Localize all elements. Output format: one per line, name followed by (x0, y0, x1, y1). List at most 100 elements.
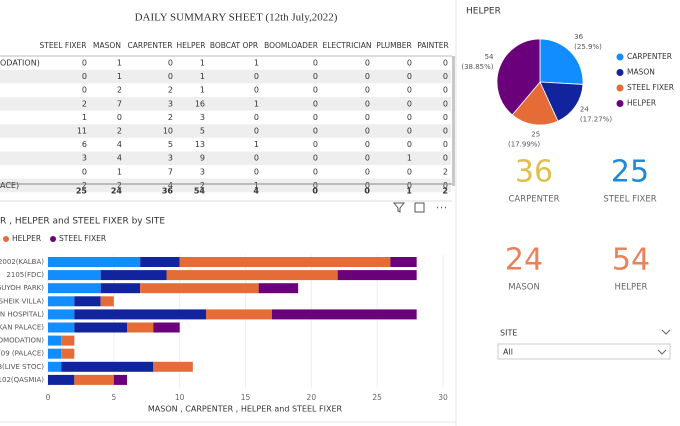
cell: 0 (82, 86, 87, 95)
filter-icon[interactable] (392, 202, 406, 213)
bar-segment (390, 257, 417, 267)
pie-value-label: 24 (580, 106, 589, 114)
cell: 0 (82, 72, 87, 81)
cell: 3 (200, 167, 205, 176)
bar-segment (140, 257, 180, 267)
slicer-title: SITE (500, 329, 517, 338)
cell: 6 (82, 140, 87, 149)
cell: 0 (365, 113, 370, 122)
cell: 13 (195, 140, 205, 149)
cell: 2 (200, 181, 205, 190)
bar-segment (206, 309, 272, 320)
cell: 16 (195, 99, 205, 108)
pie-share-label: (38.85%) (461, 63, 493, 71)
cell: 0 (254, 154, 259, 163)
column-header: HELPER (176, 41, 205, 50)
bar-segment (100, 270, 167, 281)
cell: 1 (200, 59, 205, 68)
y-tick-label: 2002(KALBA) (0, 258, 44, 266)
legend-swatch (616, 53, 624, 61)
total-cell: 25 (76, 187, 88, 196)
chart-title: HELPER (466, 7, 501, 17)
scrollbar[interactable] (452, 56, 455, 186)
cell: 0 (365, 127, 370, 136)
slicer-dropdown[interactable] (497, 343, 671, 360)
cell: 0 (313, 99, 318, 108)
cell: 3 (82, 154, 87, 163)
cell: 1 (117, 59, 122, 68)
cell: 0 (407, 127, 412, 136)
bar-segment (48, 335, 62, 346)
slicer-chevron[interactable] (661, 329, 671, 335)
bar-segment (127, 322, 154, 333)
total-cell: 1 (406, 187, 412, 196)
cell: 1 (200, 86, 205, 95)
x-axis-title: MASON , CARPENTER , HELPER and STEEL FIX… (148, 405, 343, 414)
total-cell: 2 (442, 187, 448, 196)
cell: 0 (313, 59, 318, 68)
slicer-value[interactable]: All (503, 348, 513, 357)
cell: 0 (443, 113, 448, 122)
bar-segment (74, 374, 114, 385)
cell: 0 (313, 167, 318, 176)
y-tick-label: KAN PALACE) (0, 324, 44, 332)
cell: 0 (365, 140, 370, 149)
x-tick-label: 15 (241, 393, 251, 402)
cell: 0 (443, 99, 448, 108)
row-site: ACE) (0, 181, 19, 190)
cell: 0 (365, 86, 370, 95)
cell: 5 (200, 127, 205, 136)
cell: 0 (117, 113, 122, 122)
cell: 0 (407, 113, 412, 122)
row-band (0, 178, 451, 193)
cell: 0 (443, 59, 448, 68)
bar-segment (166, 270, 338, 281)
cell: 0 (365, 99, 370, 108)
card-label: CARPENTER (509, 195, 560, 205)
dropdown-chevron[interactable] (657, 349, 667, 355)
pie-value-label: 25 (531, 130, 540, 138)
cell: 0 (254, 113, 259, 122)
total-cell: 0 (364, 187, 370, 196)
total-cell: 36 (162, 187, 174, 196)
cell: 1 (117, 72, 122, 81)
cell: 4 (117, 140, 122, 149)
cell: 0 (313, 113, 318, 122)
pie-slice (539, 81, 584, 122)
card-value: 25 (611, 155, 649, 190)
bar-segment (100, 283, 141, 294)
bar-segment (48, 309, 75, 320)
x-tick-label: 30 (438, 393, 448, 402)
column-header: MASON (93, 41, 121, 50)
legend-swatch (50, 236, 57, 242)
cell: 0 (407, 181, 412, 190)
bar-segment (48, 348, 62, 359)
pie-share-label: (17.27%) (580, 116, 612, 124)
cell: 1 (254, 140, 259, 149)
legend-label: STEEL FIXER (59, 234, 106, 243)
bar-segment (74, 296, 101, 307)
pie-share-label: (17.99%) (508, 140, 540, 148)
cell: 0 (313, 140, 318, 149)
card-label: MASON (508, 283, 540, 293)
y-tick-label: 3(LIVE STOC) (0, 363, 44, 371)
cell: 2 (168, 113, 173, 122)
bar-segment (61, 348, 75, 359)
cell: 7 (117, 99, 122, 108)
row-band (0, 151, 451, 165)
cell: 1 (254, 99, 259, 108)
cell: 1 (200, 72, 205, 81)
cell: 0 (168, 72, 173, 81)
focus-icon[interactable] (414, 202, 425, 213)
total-cell: 24 (111, 187, 123, 196)
bar-segment (48, 361, 62, 372)
cell: 0 (443, 154, 448, 163)
pie-value-label: 36 (574, 33, 583, 41)
legend-swatch (616, 69, 624, 76)
cell: 2 (168, 86, 173, 95)
cell: 11 (77, 127, 87, 136)
pie-slice (511, 81, 559, 126)
cell: 0 (407, 140, 412, 149)
bar-segment (100, 296, 114, 307)
